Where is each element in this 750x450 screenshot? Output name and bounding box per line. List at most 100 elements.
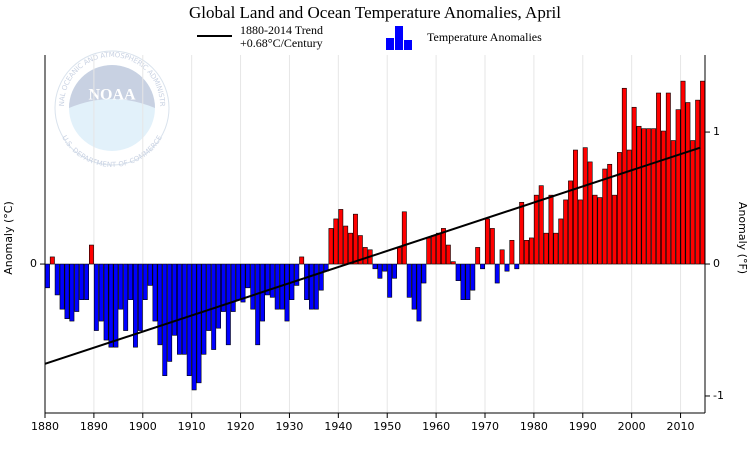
- bar: [509, 239, 515, 265]
- bar: [607, 163, 613, 265]
- bar: [470, 263, 476, 291]
- bar: [133, 263, 138, 348]
- bar: [577, 199, 583, 265]
- bar: [480, 263, 485, 270]
- legend-bar-swatch: [404, 40, 412, 50]
- bar: [675, 109, 681, 265]
- bar: [255, 263, 261, 346]
- bar: [235, 263, 241, 300]
- bar: [450, 261, 456, 265]
- bar: [186, 263, 192, 377]
- bar: [695, 99, 701, 265]
- bar: [465, 263, 471, 300]
- bar: [484, 218, 490, 265]
- bar: [352, 213, 358, 265]
- bar: [196, 263, 202, 384]
- bar: [152, 263, 158, 322]
- bar: [499, 249, 505, 265]
- x-tick-label: 1990: [569, 420, 597, 433]
- bar: [641, 128, 647, 265]
- bar: [162, 263, 168, 377]
- bar: [514, 263, 520, 270]
- bar: [216, 263, 222, 329]
- x-tick-label: 1960: [422, 420, 450, 433]
- bar: [147, 263, 153, 286]
- bar: [304, 263, 309, 300]
- legend-bar-swatch: [386, 38, 394, 50]
- bar: [333, 218, 339, 265]
- bar: [680, 80, 686, 265]
- bar: [602, 168, 608, 265]
- bar: [362, 247, 368, 265]
- bar: [157, 263, 163, 346]
- bar: [700, 80, 706, 265]
- y-tick-label: 0: [30, 257, 37, 270]
- bar: [582, 147, 588, 265]
- bar: [137, 263, 143, 331]
- bar: [656, 92, 662, 265]
- bar: [396, 247, 402, 265]
- x-tick-label: 1940: [324, 420, 352, 433]
- bar: [230, 263, 236, 312]
- bar: [436, 232, 441, 265]
- bar: [685, 102, 691, 265]
- chart-title: Global Land and Ocean Temperature Anomal…: [189, 3, 561, 22]
- bar: [181, 263, 187, 355]
- bar: [631, 106, 637, 265]
- bar: [294, 263, 300, 286]
- bar: [528, 237, 534, 265]
- bar: [128, 263, 134, 300]
- legend-trend-note: +0.68°C/Century: [240, 36, 323, 50]
- bar: [69, 263, 75, 322]
- bar: [221, 263, 226, 312]
- x-tick-label: 1930: [275, 420, 303, 433]
- bar: [543, 232, 549, 265]
- bar: [103, 263, 109, 341]
- bar: [538, 185, 544, 265]
- bar: [660, 130, 666, 265]
- bar: [475, 247, 481, 265]
- bar: [553, 232, 559, 265]
- logo-top: [69, 65, 155, 108]
- bar: [489, 228, 495, 265]
- bar: [191, 263, 197, 391]
- bar: [406, 263, 412, 298]
- logo-text: NOAA: [88, 87, 136, 104]
- bar: [548, 194, 554, 265]
- bar: [524, 239, 530, 265]
- legend-bar-swatch: [395, 26, 403, 50]
- y2-tick-label: 0: [713, 257, 720, 270]
- bar: [64, 263, 70, 319]
- bar: [84, 263, 89, 300]
- bar: [558, 218, 564, 265]
- bar: [93, 263, 99, 331]
- bar: [387, 263, 393, 298]
- bar: [563, 199, 569, 265]
- bar: [431, 235, 437, 265]
- bar: [308, 263, 314, 310]
- x-tick-label: 1910: [178, 420, 206, 433]
- bar: [142, 263, 148, 300]
- bar: [401, 211, 407, 265]
- bar: [108, 263, 114, 348]
- bar: [372, 263, 378, 270]
- bar: [416, 263, 422, 322]
- bar: [377, 263, 383, 279]
- bar: [690, 140, 696, 265]
- bar: [264, 263, 270, 296]
- bar: [504, 263, 510, 272]
- bar: [440, 228, 446, 265]
- bar: [98, 263, 104, 322]
- bar: [338, 209, 344, 265]
- bar: [421, 263, 427, 284]
- bar: [206, 263, 212, 331]
- bar: [626, 149, 632, 265]
- y2-tick-label: 1: [713, 125, 720, 138]
- bar: [59, 263, 65, 310]
- bar: [343, 225, 349, 265]
- bar: [54, 263, 60, 296]
- bar: [245, 263, 251, 289]
- bar: [74, 263, 80, 312]
- trend-line: [44, 146, 701, 365]
- x-tick-label: 1920: [227, 420, 255, 433]
